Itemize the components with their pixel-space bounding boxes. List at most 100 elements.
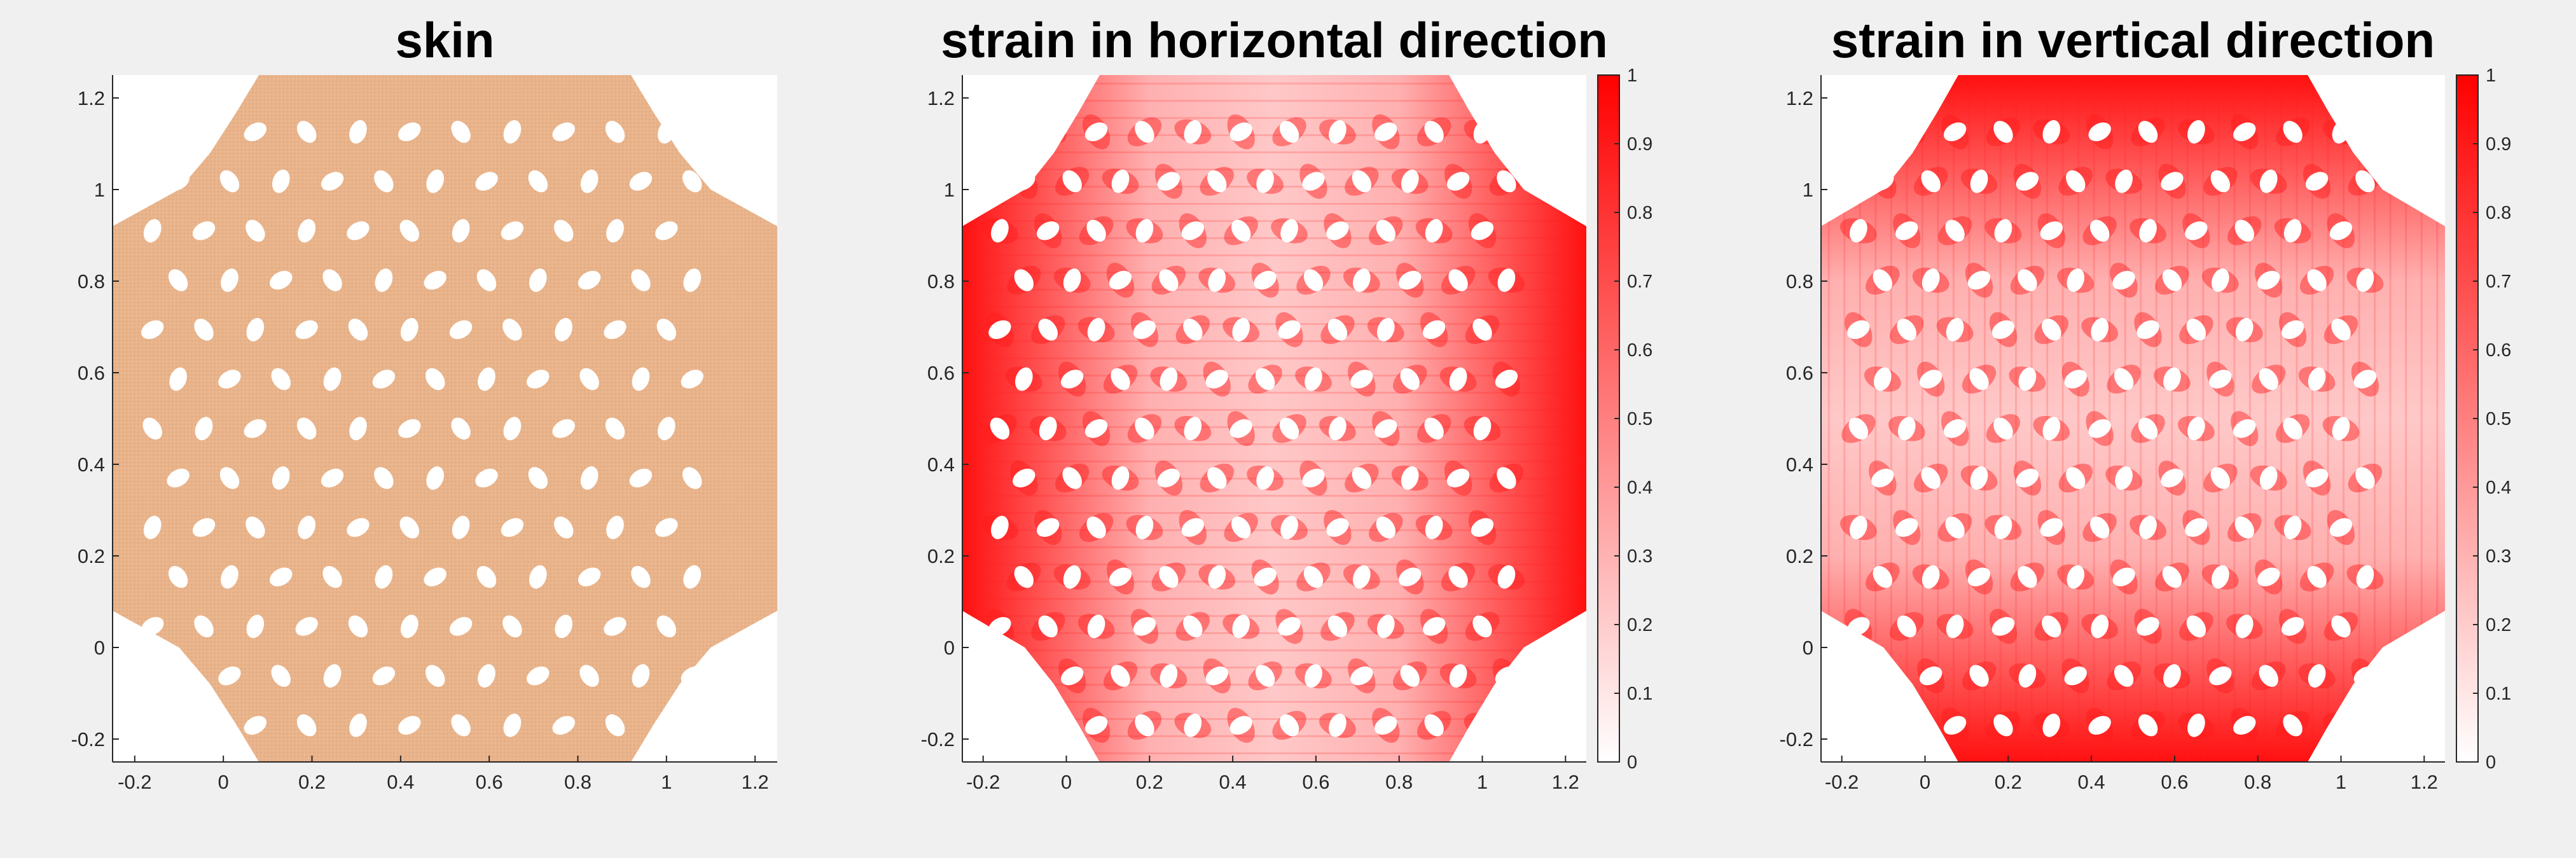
perforation-hole [1871, 468, 1894, 488]
perforation-hole [1446, 172, 1470, 191]
perforation-hole [1993, 714, 2013, 737]
perforation-hole [1919, 370, 1942, 389]
perforation-hole [451, 714, 471, 737]
perforation-hole [2257, 567, 2280, 586]
perforation-hole [2259, 368, 2278, 391]
perforation-hole [1159, 269, 1179, 291]
perforation-hole [2209, 370, 2232, 389]
perforation-hole [1969, 368, 1989, 391]
heatmap-content [113, 75, 777, 762]
x-tick-label: -0.2 [966, 771, 1000, 793]
perforation-hole [2233, 716, 2256, 735]
perforation-hole [219, 467, 240, 489]
y-tick-label: 0.6 [927, 362, 955, 384]
y-tick-label: 0.4 [927, 453, 955, 476]
perforation-hole [348, 615, 368, 638]
perforation-hole [2185, 518, 2208, 537]
colorbar-tick-label: 0.5 [1627, 409, 1652, 429]
perforation-hole [295, 617, 318, 636]
perforation-hole [349, 714, 367, 737]
perforation-hole [424, 270, 447, 290]
perforation-hole [2187, 417, 2205, 441]
perforation-hole [1497, 467, 1516, 489]
colorbar-tick-label: 0.6 [2486, 340, 2511, 361]
perforation-hole [631, 565, 651, 588]
perforation-hole [221, 565, 239, 589]
perforation-hole [2088, 122, 2111, 142]
perforation-hole [1109, 270, 1132, 290]
perforation-hole [449, 320, 473, 340]
perforation-hole [2186, 319, 2206, 341]
perforation-hole [606, 515, 624, 539]
perforation-hole [1448, 565, 1468, 588]
perforation-hole [2016, 468, 2039, 488]
perforation-hole [1184, 120, 1202, 144]
colorbar-tick-label: 0.3 [1627, 546, 1652, 567]
perforation-hole [1472, 319, 1492, 341]
perforation-hole [2163, 367, 2181, 391]
perforation-hole [1897, 615, 1916, 638]
perforation-hole [2283, 121, 2302, 143]
perforation-hole [1133, 617, 1156, 636]
perforation-hole [398, 122, 421, 142]
perforation-hole [1991, 320, 2015, 340]
perforation-hole [1084, 122, 1108, 142]
perforation-hole [1157, 468, 1181, 488]
x-tick-label: 1 [1477, 771, 1488, 793]
strain-field [1821, 75, 2445, 762]
perforation-hole [1302, 468, 1325, 488]
perforation-hole [655, 518, 678, 537]
perforation-hole [1994, 515, 2012, 539]
perforation-hole [1497, 170, 1516, 193]
perforation-hole [1280, 515, 1298, 539]
perforation-hole [323, 367, 342, 391]
perforation-hole [1014, 367, 1033, 391]
perforation-hole [1038, 319, 1058, 341]
perforation-hole [478, 664, 495, 688]
perforation-hole [295, 320, 318, 340]
perforation-hole [1401, 169, 1419, 193]
perforation-hole [2018, 367, 2037, 391]
perforation-hole [1943, 122, 1967, 142]
perforation-hole [2233, 419, 2256, 438]
perforation-hole [2114, 665, 2134, 687]
perforation-hole [1109, 567, 1132, 586]
perforation-hole [2064, 666, 2087, 686]
perforation-hole [1183, 615, 1203, 638]
perforation-hole [2329, 221, 2353, 240]
perforation-hole [2016, 172, 2039, 191]
perforation-hole [1013, 468, 1035, 488]
perforation-hole [1850, 219, 1867, 243]
perforation-hole [988, 320, 1011, 340]
perforation-hole [1038, 615, 1058, 638]
perforation-hole [451, 121, 471, 143]
perforation-hole [1229, 419, 1252, 438]
perforation-hole [553, 219, 574, 242]
perforation-hole [1329, 714, 1347, 737]
perforation-hole [2257, 270, 2280, 290]
perforation-hole [2042, 319, 2061, 341]
perforation-hole [1471, 518, 1494, 537]
perforation-hole [604, 617, 627, 636]
perforation-hole [398, 716, 421, 735]
y-tick-label: 1.2 [1786, 87, 1813, 109]
y-tick-label: -0.2 [1780, 728, 1813, 751]
perforation-hole [167, 468, 190, 488]
perforation-hole [1181, 221, 1205, 240]
perforation-hole [1231, 219, 1251, 242]
perforation-hole [218, 666, 241, 686]
perforation-hole [2331, 615, 2351, 638]
x-tick-label: 1.2 [1552, 771, 1579, 793]
perforation-hole [1353, 268, 1371, 292]
perforation-hole [244, 716, 267, 735]
perforation-hole [527, 666, 550, 686]
perforation-hole [1087, 317, 1105, 342]
perforation-hole [2259, 665, 2278, 687]
perforation-hole [1376, 614, 1395, 639]
colorbar-tick-label: 0.4 [2486, 478, 2511, 498]
perforation-hole [2234, 516, 2255, 539]
perforation-hole [503, 120, 522, 144]
colorbar-gradient [2456, 74, 2479, 763]
y-tick-label: 0.4 [78, 453, 105, 476]
perforation-hole [2283, 714, 2302, 737]
